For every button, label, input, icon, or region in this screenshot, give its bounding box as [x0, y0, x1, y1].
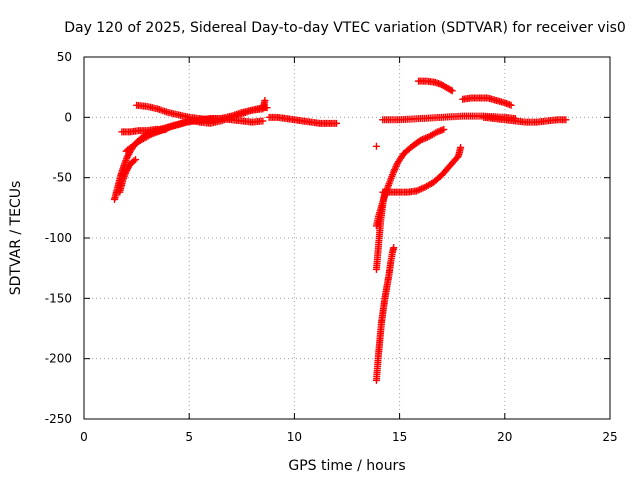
x-tick-label: 10	[287, 430, 302, 444]
y-tick-label: 50	[57, 50, 72, 64]
data-point	[372, 142, 380, 150]
y-tick-label: -200	[45, 352, 72, 366]
data-point	[390, 167, 398, 175]
data-points	[111, 77, 570, 384]
data-point	[392, 162, 400, 170]
data-point	[440, 125, 448, 133]
x-tick-label: 5	[185, 430, 193, 444]
data-point	[259, 117, 267, 125]
x-tick-label: 0	[80, 430, 88, 444]
data-track	[372, 188, 389, 273]
data-point	[453, 153, 461, 161]
data-track	[265, 113, 340, 127]
data-point	[132, 156, 140, 164]
data-track	[372, 142, 380, 150]
data-point	[130, 157, 138, 165]
y-tick-label: -50	[52, 171, 72, 185]
data-track	[372, 244, 398, 384]
x-tick-label: 20	[497, 430, 512, 444]
x-tick-label: 25	[602, 430, 617, 444]
data-point	[389, 169, 397, 177]
data-point	[391, 166, 399, 174]
y-tick-label: -250	[45, 412, 72, 426]
data-point	[562, 116, 570, 124]
data-track	[415, 77, 456, 95]
data-track	[116, 156, 140, 196]
y-axis-label: SDTVAR / TECUs	[8, 181, 24, 296]
y-tick-label: -150	[45, 291, 72, 305]
data-track	[379, 144, 465, 196]
axis-ticks: 0 5 10 15 20 25 -250 -200 -150 -100 -50 0 50	[45, 50, 618, 444]
data-point	[447, 86, 455, 94]
data-track	[480, 113, 570, 126]
y-tick-label: -100	[45, 231, 72, 245]
data-point	[261, 96, 269, 104]
data-point	[390, 244, 398, 252]
data-point	[332, 119, 340, 127]
data-track	[459, 94, 515, 109]
data-point	[391, 164, 399, 172]
data-point	[507, 101, 515, 109]
data-point	[457, 144, 465, 151]
x-axis-label: GPS time / hours	[288, 458, 405, 474]
y-tick-label: 0	[64, 110, 72, 124]
chart-title: Day 120 of 2025, Sidereal Day-to-day VTE…	[64, 20, 626, 36]
data-point	[448, 87, 456, 95]
data-track	[372, 125, 448, 230]
data-track	[196, 96, 269, 125]
x-tick-label: 15	[392, 430, 407, 444]
